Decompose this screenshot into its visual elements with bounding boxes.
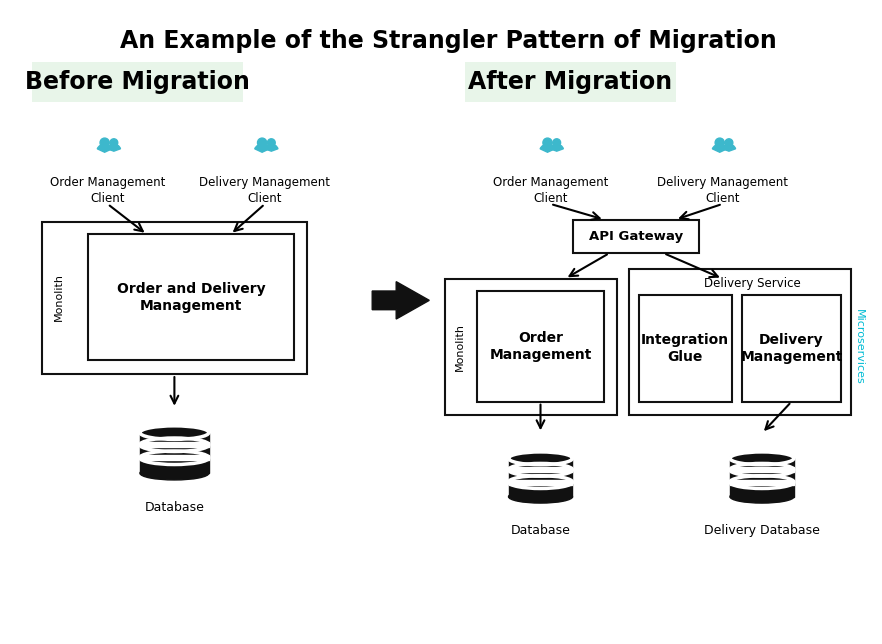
Bar — [509, 480, 572, 484]
Bar — [639, 296, 732, 402]
Bar — [140, 455, 209, 460]
Text: Database: Database — [511, 524, 571, 537]
Text: Delivery Service: Delivery Service — [704, 277, 801, 290]
Bar — [730, 468, 794, 472]
Text: Order
Management: Order Management — [490, 331, 592, 363]
Text: Monolith: Monolith — [455, 323, 465, 370]
Text: Delivery Database: Delivery Database — [704, 524, 820, 537]
Ellipse shape — [730, 490, 794, 503]
Bar — [88, 234, 295, 361]
Text: Order Management
Client: Order Management Client — [493, 176, 608, 205]
Bar — [140, 442, 209, 447]
Text: An Example of the Strangler Pattern of Migration: An Example of the Strangler Pattern of M… — [120, 28, 776, 53]
Bar — [465, 62, 676, 102]
Text: Delivery
Management: Delivery Management — [740, 333, 842, 365]
Bar — [140, 433, 209, 473]
Wedge shape — [713, 144, 727, 152]
Ellipse shape — [140, 466, 209, 480]
Text: Integration
Glue: Integration Glue — [641, 333, 729, 365]
Text: Microservices: Microservices — [854, 308, 863, 384]
Wedge shape — [97, 144, 112, 152]
Text: After Migration: After Migration — [468, 70, 672, 94]
Bar — [32, 62, 243, 102]
Text: Monolith: Monolith — [55, 274, 64, 321]
Bar — [445, 279, 617, 415]
Text: API Gateway: API Gateway — [589, 230, 683, 243]
Circle shape — [543, 138, 552, 147]
Text: Delivery Management
Client: Delivery Management Client — [657, 176, 789, 205]
Bar — [509, 459, 572, 497]
Ellipse shape — [509, 490, 572, 503]
Text: Order and Delivery
Management: Order and Delivery Management — [116, 281, 265, 313]
Wedge shape — [540, 144, 555, 152]
Wedge shape — [108, 144, 121, 151]
Circle shape — [110, 139, 118, 147]
Bar — [573, 220, 699, 253]
Circle shape — [553, 139, 561, 147]
Bar — [41, 222, 307, 374]
Text: Before Migration: Before Migration — [25, 70, 250, 94]
Polygon shape — [372, 281, 430, 319]
Bar — [743, 296, 841, 402]
Circle shape — [715, 138, 724, 147]
Text: Delivery Management
Client: Delivery Management Client — [199, 176, 331, 205]
Circle shape — [100, 138, 109, 147]
Ellipse shape — [140, 426, 209, 439]
Circle shape — [267, 139, 275, 147]
Wedge shape — [550, 144, 564, 151]
Circle shape — [258, 138, 266, 147]
Wedge shape — [255, 144, 270, 152]
Bar — [509, 468, 572, 472]
Bar — [629, 269, 850, 415]
Ellipse shape — [730, 452, 794, 465]
Wedge shape — [265, 144, 278, 151]
Bar — [476, 290, 604, 402]
Circle shape — [725, 139, 733, 147]
Ellipse shape — [509, 452, 572, 465]
Text: Order Management
Client: Order Management Client — [49, 176, 165, 205]
Text: Database: Database — [145, 500, 205, 513]
Bar — [730, 480, 794, 484]
Bar — [730, 459, 794, 497]
Wedge shape — [722, 144, 736, 151]
